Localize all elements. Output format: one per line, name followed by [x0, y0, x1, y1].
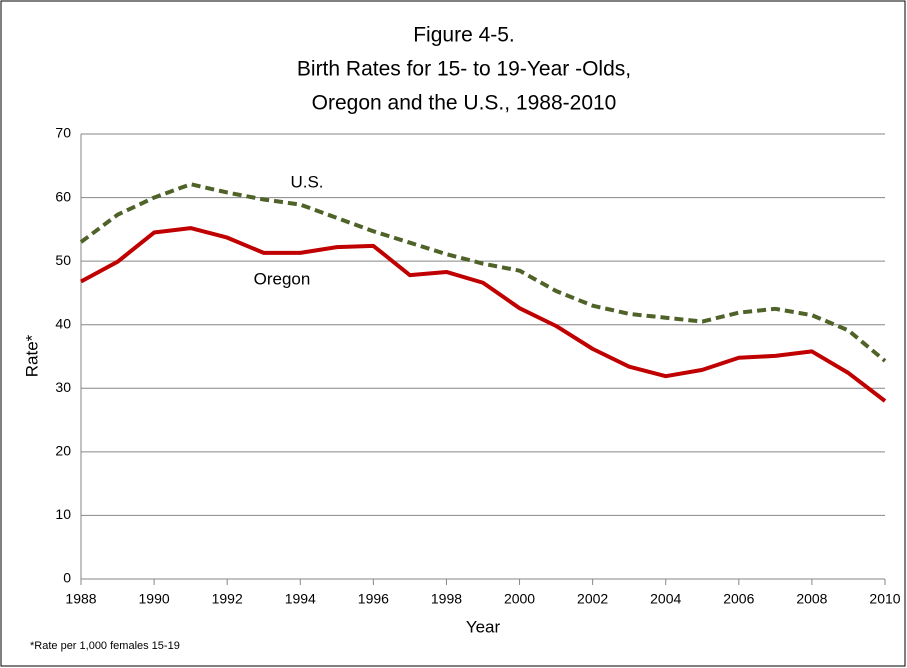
chart-title: Birth Rates for 15- to 19-Year -Olds,: [297, 58, 631, 81]
series-line: [80, 226, 887, 403]
x-tick-label: 1992: [212, 591, 243, 607]
series-label: Oregon: [254, 269, 311, 288]
x-tick-label: 1996: [358, 591, 389, 607]
x-tick-label: 2006: [723, 591, 754, 607]
x-tick-label: 1998: [431, 591, 462, 607]
y-tick-label: 30: [55, 379, 71, 395]
x-tick-label: 2010: [869, 591, 900, 607]
x-tick-label: 2002: [577, 591, 608, 607]
y-tick-label: 70: [55, 125, 71, 141]
x-axis-label: Year: [466, 617, 501, 636]
x-tick-label: 2008: [796, 591, 827, 607]
series-label: U.S.: [290, 172, 323, 191]
y-tick-label: 20: [55, 443, 71, 459]
x-tick-label: 2000: [504, 591, 535, 607]
y-tick-label: 50: [55, 252, 71, 268]
y-axis-label: Rate*: [22, 334, 41, 377]
x-tick-label: 1990: [139, 591, 170, 607]
series-line: [79, 182, 887, 363]
y-tick-label: 40: [55, 315, 71, 331]
chart-title: Figure 4-5.: [413, 24, 515, 47]
y-tick-label: 60: [55, 188, 71, 204]
x-tick-label: 1994: [285, 591, 316, 607]
chart-title: Oregon and the U.S., 1988-2010: [312, 92, 617, 115]
footnote: *Rate per 1,000 females 15-19: [30, 640, 180, 652]
y-tick-label: 10: [55, 506, 71, 522]
x-tick-label: 2004: [650, 591, 681, 607]
x-tick-label: 1988: [65, 591, 96, 607]
y-tick-label: 0: [63, 570, 71, 586]
